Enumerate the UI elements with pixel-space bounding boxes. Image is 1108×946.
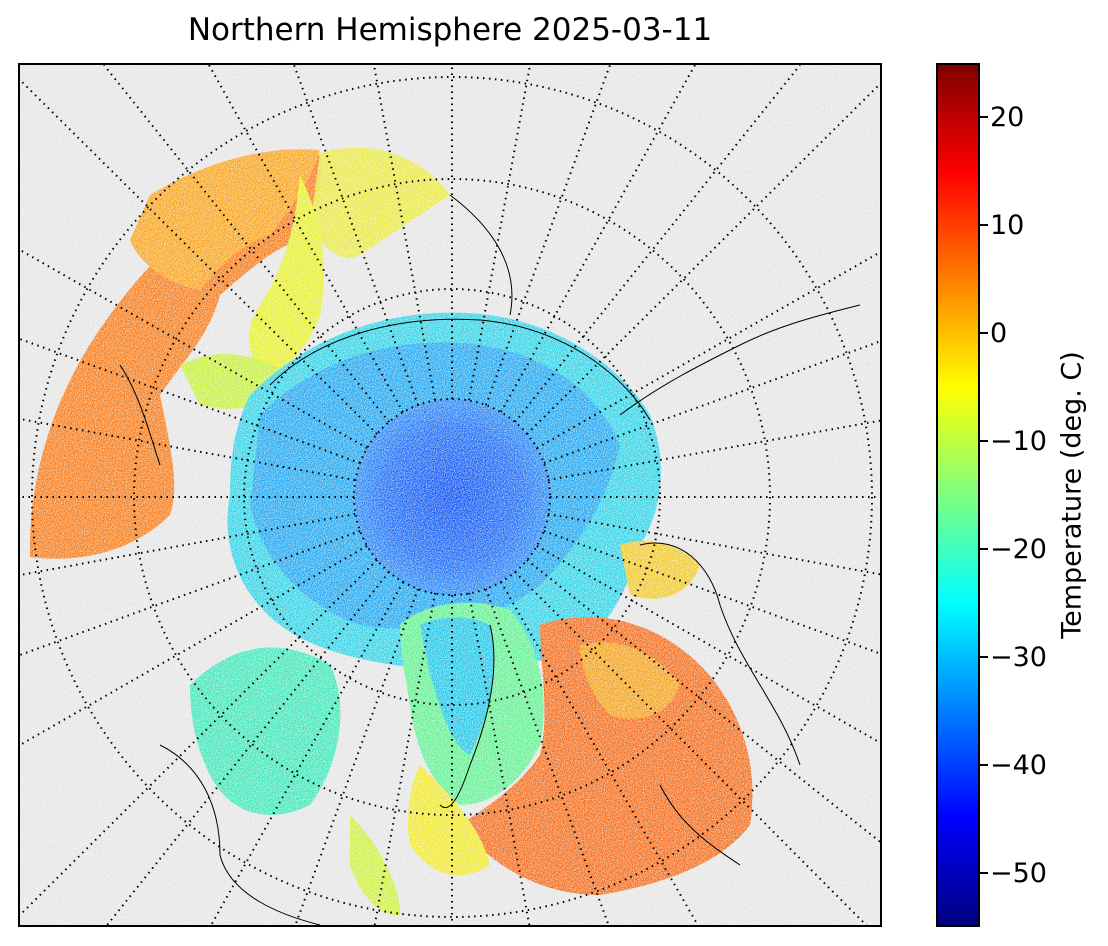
colorbar-label: Temperature (deg. C) [1056, 351, 1088, 639]
colorbar-tick-label: 10 [990, 210, 1025, 241]
longitude-graticule [20, 65, 880, 925]
colorbar-tick-label: −10 [990, 426, 1047, 457]
colorbar-tick [978, 440, 988, 442]
colorbar-tick [978, 332, 988, 334]
map-panel[interactable] [18, 63, 882, 927]
colorbar-tick-label: 0 [990, 318, 1008, 349]
colorbar-tick [978, 764, 988, 766]
colorbar-tick [978, 548, 988, 550]
polar-map [20, 65, 880, 925]
colorbar-tick-label: −40 [990, 750, 1047, 781]
map-title: Northern Hemisphere 2025-03-11 [187, 12, 713, 48]
colorbar-tick [978, 116, 988, 118]
colorbar-tick-label: −50 [990, 858, 1047, 889]
colorbar-tick-label: −20 [990, 534, 1047, 565]
colorbar-tick [978, 656, 988, 658]
colorbar-tick-label: −30 [990, 642, 1047, 673]
coastlines [119, 194, 861, 925]
colorbar-tick [978, 872, 988, 874]
cloud-gaps [20, 65, 880, 925]
colorbar-tick-label: 20 [990, 102, 1025, 133]
colorbar [936, 63, 980, 927]
colorbar-tick [978, 224, 988, 226]
